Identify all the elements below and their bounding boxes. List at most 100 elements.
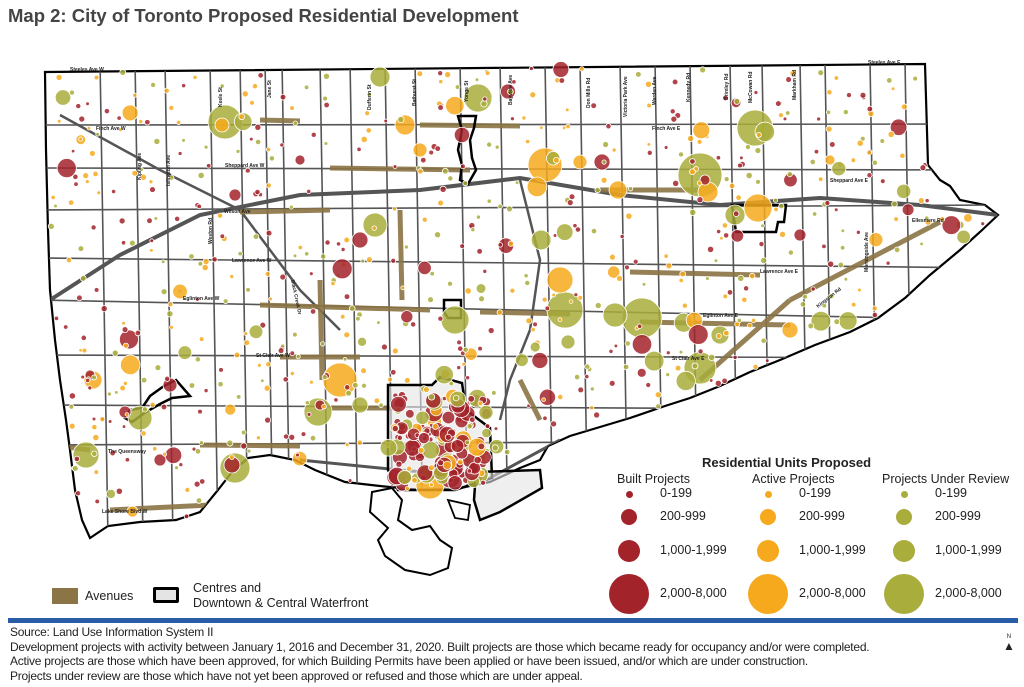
active-project-bubble bbox=[122, 380, 128, 386]
built-project-bubble bbox=[149, 186, 156, 193]
active-project-bubble bbox=[84, 179, 90, 185]
legend-active-range: 1,000-1,999 bbox=[799, 543, 866, 557]
built-project-bubble bbox=[444, 433, 452, 441]
active-project-bubble bbox=[611, 147, 617, 153]
review-project-bubble bbox=[514, 180, 520, 185]
active-project-bubble bbox=[169, 324, 174, 330]
review-project-bubble bbox=[348, 305, 356, 312]
review-project-bubble bbox=[760, 337, 767, 344]
review-project-bubble bbox=[886, 77, 893, 84]
active-project-bubble bbox=[417, 168, 424, 175]
built-project-bubble bbox=[593, 411, 601, 419]
review-project-bubble bbox=[602, 302, 628, 328]
review-project-bubble bbox=[956, 229, 971, 245]
review-project-bubble bbox=[478, 405, 494, 421]
built-project-bubble bbox=[254, 188, 261, 196]
review-project-bubble bbox=[139, 167, 144, 172]
built-project-bubble bbox=[183, 513, 190, 520]
built-project-bubble bbox=[497, 242, 503, 248]
built-project-bubble bbox=[279, 142, 285, 148]
active-project-bubble bbox=[309, 379, 314, 385]
built-project-bubble bbox=[699, 174, 711, 186]
built-project-bubble bbox=[396, 434, 403, 441]
review-project-bubble bbox=[754, 121, 776, 143]
active-project-bubble bbox=[779, 230, 787, 238]
active-project-bubble bbox=[437, 199, 444, 207]
built-project-bubble bbox=[410, 321, 417, 328]
built-project-bubble bbox=[160, 403, 168, 411]
built-project-bubble bbox=[706, 245, 715, 253]
label-jane: Jane St bbox=[267, 80, 273, 98]
active-project-bubble bbox=[126, 505, 139, 518]
road bbox=[517, 378, 543, 422]
review-project-bubble bbox=[594, 302, 602, 309]
built-project-bubble bbox=[669, 108, 676, 115]
active-project-bubble bbox=[416, 70, 424, 78]
built-project-bubble bbox=[568, 193, 576, 201]
legend-active-header: Active Projects bbox=[752, 472, 835, 486]
review-project-bubble bbox=[462, 346, 469, 353]
label-sheppard-w: Sheppard Ave W bbox=[225, 163, 265, 169]
review-project-bubble bbox=[708, 353, 716, 361]
review-project-bubble bbox=[530, 229, 552, 251]
active-project-bubble bbox=[360, 367, 367, 375]
active-project-bubble bbox=[646, 102, 652, 109]
built-project-bubble bbox=[437, 315, 444, 322]
built-project-bubble bbox=[665, 350, 671, 356]
review-project-bubble bbox=[799, 301, 807, 308]
built-project-bubble bbox=[845, 92, 852, 99]
toronto-islands bbox=[368, 486, 472, 577]
active-project-bubble bbox=[529, 91, 537, 99]
active-project-bubble bbox=[139, 173, 147, 181]
active-project-bubble bbox=[124, 412, 130, 417]
legend-active-symbol bbox=[757, 540, 779, 562]
review-project-bubble bbox=[77, 245, 85, 252]
road bbox=[319, 64, 329, 538]
built-project-bubble bbox=[331, 258, 353, 280]
review-project-bubble bbox=[320, 253, 327, 260]
road bbox=[199, 442, 301, 449]
built-project-bubble bbox=[645, 382, 652, 388]
review-project-bubble bbox=[786, 171, 793, 178]
active-project-bubble bbox=[464, 287, 472, 295]
built-project-bubble bbox=[121, 424, 127, 429]
built-project-bubble bbox=[624, 264, 630, 271]
road bbox=[209, 64, 219, 538]
active-project-bubble bbox=[917, 197, 925, 205]
label-brimley: Brimley Rd bbox=[724, 74, 730, 100]
active-project-bubble bbox=[723, 329, 730, 337]
active-project-bubble bbox=[121, 320, 126, 326]
active-project-bubble bbox=[78, 136, 84, 142]
active-project-bubble bbox=[149, 401, 156, 408]
active-project-bubble bbox=[866, 150, 872, 156]
built-project-bubble bbox=[687, 324, 709, 345]
built-project-bubble bbox=[726, 289, 734, 296]
active-project-bubble bbox=[202, 258, 210, 266]
built-project-bubble bbox=[631, 334, 653, 355]
active-project-bubble bbox=[120, 354, 141, 376]
active-project-bubble bbox=[696, 138, 703, 145]
built-project-bubble bbox=[437, 70, 444, 77]
active-project-bubble bbox=[857, 287, 862, 293]
label-markham: Markham Rd bbox=[792, 70, 798, 100]
built-project-bubble bbox=[295, 452, 300, 458]
active-project-bubble bbox=[264, 271, 271, 277]
built-project-bubble bbox=[670, 115, 678, 123]
active-project-bubble bbox=[900, 103, 908, 111]
review-project-bubble bbox=[106, 391, 112, 397]
built-project-bubble bbox=[181, 83, 187, 89]
label-yonge: Yonge St bbox=[464, 80, 470, 102]
active-project-bubble bbox=[749, 272, 756, 280]
review-project-bubble bbox=[245, 287, 251, 293]
active-project-bubble bbox=[551, 292, 557, 298]
active-project-bubble bbox=[665, 262, 673, 270]
active-project-bubble bbox=[265, 361, 272, 368]
review-project-bubble bbox=[754, 147, 762, 154]
built-project-bubble bbox=[816, 116, 822, 122]
review-project-bubble bbox=[622, 363, 630, 371]
active-project-bubble bbox=[826, 89, 833, 96]
built-project-bubble bbox=[619, 233, 625, 239]
active-project-bubble bbox=[579, 66, 585, 72]
active-project-bubble bbox=[679, 270, 687, 278]
active-project-bubble bbox=[939, 216, 946, 223]
